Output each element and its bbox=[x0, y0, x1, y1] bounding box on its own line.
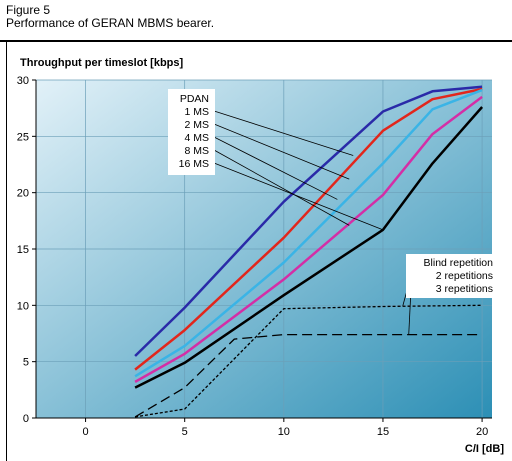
pdan-leader-line-2 bbox=[213, 136, 338, 200]
pdan-leader-line-0 bbox=[213, 110, 354, 156]
series-line-5 bbox=[134, 304, 483, 418]
left-rule bbox=[6, 40, 7, 461]
blind-repetition-label: Blind repetition bbox=[424, 257, 494, 269]
pdan-label: PDAN bbox=[180, 93, 209, 105]
pdan-legend-label-4: 16 MS bbox=[179, 158, 209, 170]
pdan-legend-box bbox=[168, 89, 215, 175]
x-tick-label-2: 10 bbox=[278, 426, 290, 438]
series-line-2 bbox=[134, 88, 483, 378]
figure-caption: Performance of GERAN MBMS bearer. bbox=[6, 16, 215, 30]
header-rule bbox=[0, 40, 512, 42]
figure-header: Figure 5 Performance of GERAN MBMS beare… bbox=[6, 4, 214, 30]
y-axis-label: Throughput per timeslot [kbps] bbox=[20, 57, 183, 69]
two-repetitions-label: 2 repetitions bbox=[436, 270, 493, 282]
three-repetitions-label: 3 repetitions bbox=[436, 283, 493, 295]
x-tick-label-1: 5 bbox=[182, 426, 188, 438]
y-tick-label-5: 25 bbox=[17, 131, 29, 143]
y-tick-label-1: 5 bbox=[23, 357, 29, 369]
blind-legend-box bbox=[406, 254, 498, 298]
figure-number: Figure 5 bbox=[6, 3, 51, 17]
pdan-legend-label-2: 4 MS bbox=[184, 132, 209, 144]
y-tick-label-0: 0 bbox=[23, 413, 29, 425]
y-tick-label-6: 30 bbox=[17, 75, 29, 87]
pdan-legend-label-1: 2 MS bbox=[184, 119, 209, 131]
x-tick-label-4: 20 bbox=[476, 426, 488, 438]
pdan-legend-label-0: 1 MS bbox=[184, 106, 209, 118]
series-line-4 bbox=[134, 106, 484, 389]
series-line-3 bbox=[134, 95, 483, 383]
pdan-legend-label-3: 8 MS bbox=[184, 145, 209, 157]
series-lines bbox=[134, 85, 484, 418]
pdan-leader-line-1 bbox=[213, 123, 350, 180]
y-tick-label-3: 15 bbox=[17, 244, 29, 256]
series-line-6 bbox=[134, 333, 483, 418]
pdan-leader-line-4 bbox=[213, 162, 384, 231]
series-line-0 bbox=[134, 85, 483, 357]
axes: 0 5 10 15 20 0 5 10 15 20 25 30 bbox=[17, 75, 492, 438]
pdan-leader-line-3 bbox=[213, 149, 350, 226]
y-tick-label-2: 10 bbox=[17, 300, 29, 312]
x-tick-label-3: 15 bbox=[377, 426, 389, 438]
x-tick-label-0: 0 bbox=[83, 426, 89, 438]
x-axis-label: C/I [dB] bbox=[465, 443, 504, 455]
series-line-1 bbox=[134, 87, 483, 371]
y-tick-label-4: 20 bbox=[17, 188, 29, 200]
